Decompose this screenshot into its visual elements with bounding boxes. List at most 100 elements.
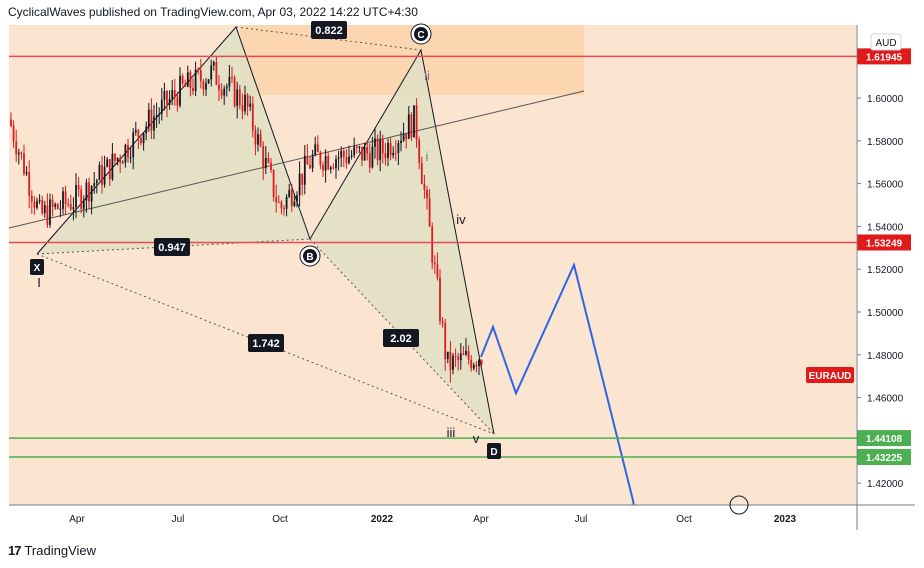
- x-tick-label: 2022: [371, 514, 394, 525]
- tradingview-footer: 17 TradingView: [8, 543, 96, 558]
- candle-body: [93, 183, 96, 187]
- pattern-xab-fill: [37, 27, 310, 254]
- candle-body: [379, 139, 382, 161]
- price-chart[interactable]: 1.61945 1.53249 1.44108 1.43225 X B C D 0.822 0…: [0, 0, 924, 538]
- pattern-point-marker[interactable]: [30, 259, 44, 275]
- candle-body: [75, 185, 77, 208]
- candle-body: [314, 144, 317, 155]
- candle-body: [189, 72, 192, 88]
- candle-body: [95, 180, 98, 184]
- candle-body: [251, 103, 254, 131]
- candle-body: [223, 88, 226, 96]
- candle-body: [67, 203, 70, 205]
- price-level-badge: [857, 234, 911, 251]
- candle-body: [77, 185, 80, 190]
- price-level-badge: [857, 430, 911, 447]
- symbol-badge[interactable]: [806, 367, 854, 383]
- candle-body: [233, 77, 236, 107]
- candle-body: [277, 202, 280, 204]
- candle-body: [457, 356, 460, 361]
- pattern-point-marker[interactable]: [487, 443, 501, 459]
- candle-body: [389, 142, 392, 156]
- pattern-point-marker[interactable]: [414, 27, 428, 41]
- candle-body: [439, 277, 441, 322]
- candle-body: [90, 186, 93, 202]
- candle-body: [142, 133, 145, 143]
- price-level-label: 1.43225: [866, 453, 903, 464]
- candles-group: [10, 57, 483, 383]
- candle-body: [394, 152, 397, 154]
- candle-body: [147, 109, 150, 127]
- candle-body: [114, 153, 116, 161]
- candle-body: [171, 90, 174, 99]
- candle-body: [202, 81, 205, 90]
- candle-body: [108, 159, 111, 180]
- candle-body: [111, 153, 114, 180]
- candle-body: [402, 133, 405, 141]
- candle-body: [329, 167, 332, 170]
- candle-body: [358, 146, 361, 148]
- candle-body: [153, 116, 155, 131]
- x-tick-label: Oct: [272, 514, 288, 525]
- candle-body: [376, 138, 379, 161]
- candle-body: [340, 150, 343, 158]
- candle-body: [381, 139, 384, 154]
- x-tick-label: Oct: [676, 514, 692, 525]
- candle-body: [311, 154, 314, 169]
- candle-body: [199, 70, 202, 82]
- y-tick-label: 1.52000: [867, 265, 904, 276]
- scroll-marker[interactable]: [729, 495, 749, 515]
- candle-body: [293, 201, 296, 206]
- candle-body: [446, 351, 449, 360]
- candle-body: [433, 262, 436, 264]
- candle-body: [283, 208, 285, 210]
- candle-body: [262, 146, 265, 169]
- candle-body: [371, 146, 374, 168]
- candle-body: [121, 162, 124, 164]
- candle-body: [49, 199, 51, 225]
- candle-body: [12, 125, 15, 142]
- candle-body: [405, 133, 408, 139]
- candle-body: [322, 165, 324, 171]
- candle-body: [33, 201, 36, 208]
- candle-body: [59, 208, 62, 210]
- candle-body: [462, 353, 465, 355]
- candle-body: [181, 75, 184, 84]
- y-tick-label: 1.46000: [867, 394, 904, 405]
- candle-body: [335, 159, 337, 169]
- candle-body: [64, 191, 67, 204]
- candle-body: [186, 72, 189, 87]
- candle-body: [155, 115, 158, 117]
- candle-body: [426, 189, 428, 199]
- candle-body: [428, 198, 431, 227]
- candle-body: [103, 166, 106, 185]
- candle-body: [38, 199, 41, 202]
- y-tick-label: 1.58000: [867, 137, 904, 148]
- candle-body: [238, 89, 241, 106]
- candle-body: [132, 132, 135, 158]
- candle-body: [480, 360, 483, 365]
- pattern-point-marker[interactable]: [303, 249, 317, 263]
- candle-body: [197, 69, 200, 71]
- ratio-label: 0.947: [158, 242, 186, 254]
- candle-body: [106, 159, 109, 167]
- candle-body: [298, 173, 301, 196]
- candle-body: [134, 130, 137, 133]
- candle-body: [275, 197, 278, 203]
- x-tick-label: Jul: [172, 514, 185, 525]
- candle-body: [418, 139, 421, 164]
- candle-body: [127, 144, 129, 158]
- candle-body: [194, 69, 197, 92]
- candle-body: [236, 89, 239, 107]
- candle-body: [212, 62, 215, 66]
- projection-path: [480, 261, 635, 505]
- currency-badge: [870, 33, 902, 51]
- candle-body: [327, 156, 330, 170]
- candle-body: [420, 163, 423, 184]
- candle-body: [30, 195, 33, 202]
- candle-body: [179, 75, 181, 106]
- candle-body: [119, 158, 122, 163]
- wave-label: i: [426, 149, 429, 164]
- candle-body: [82, 200, 85, 209]
- candle-body: [467, 350, 470, 360]
